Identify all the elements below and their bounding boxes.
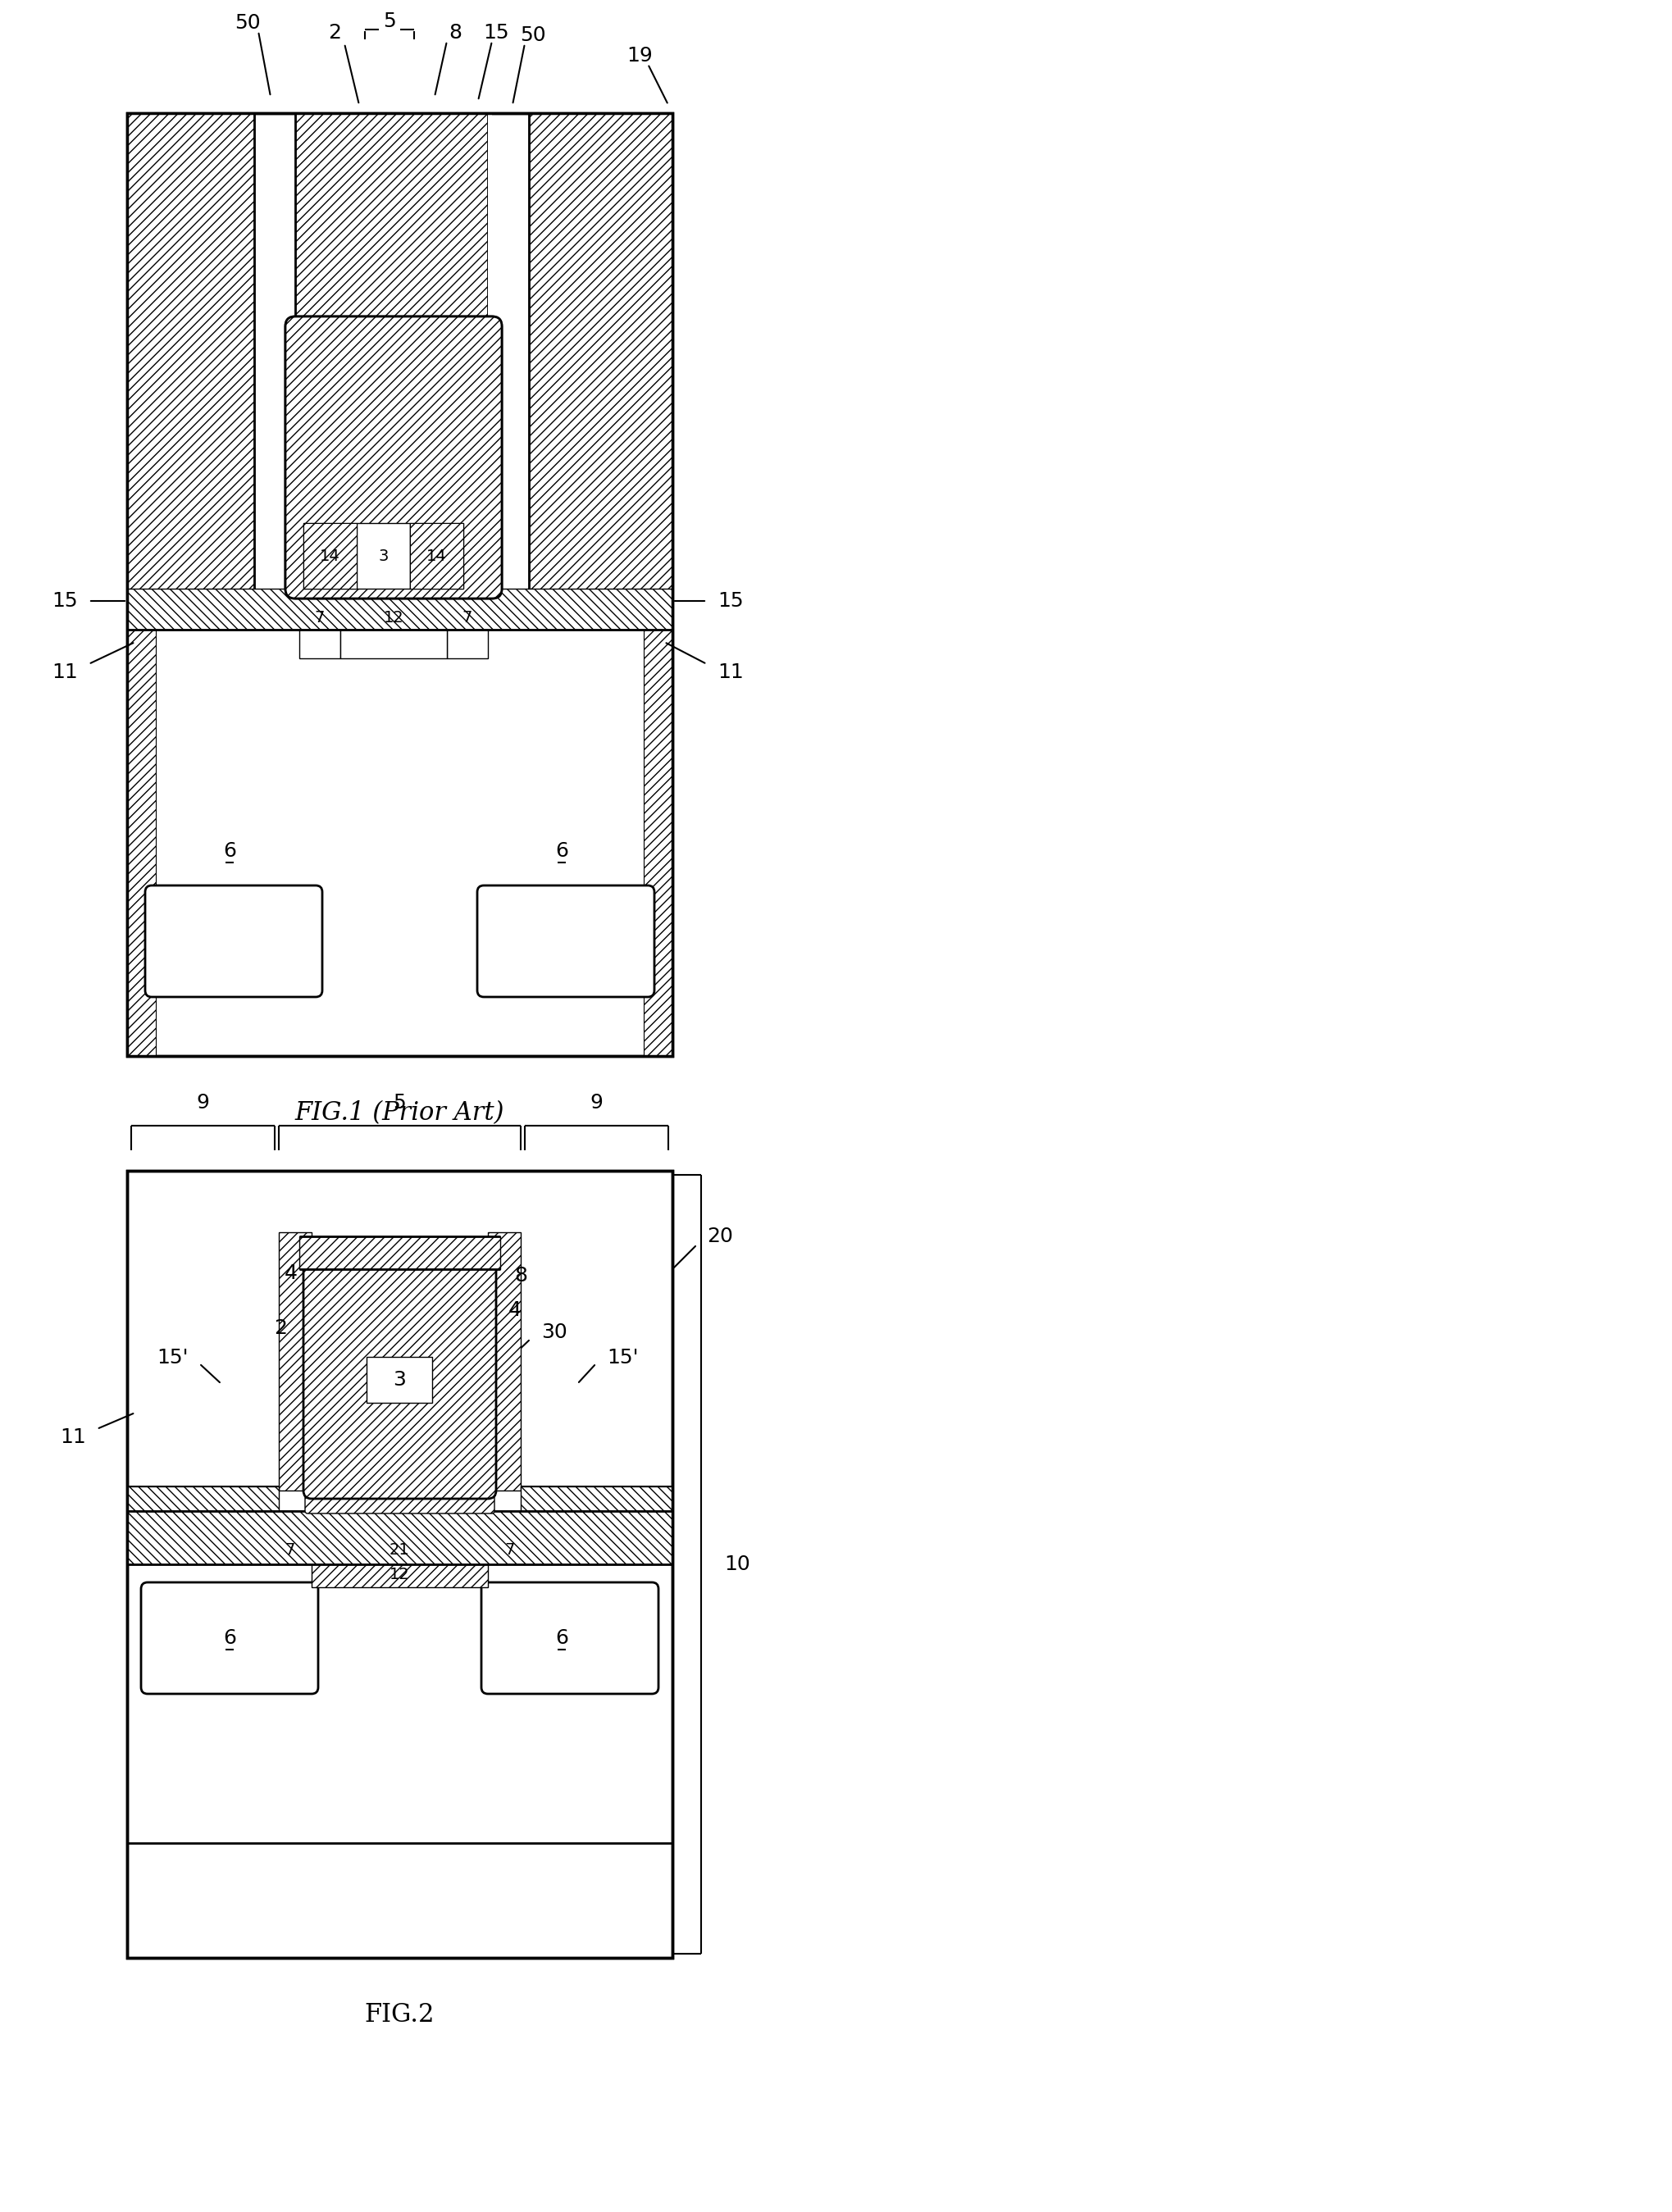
Bar <box>488 1232 520 1491</box>
Bar <box>127 113 672 1055</box>
Text: FIG.1 (Prior Art): FIG.1 (Prior Art) <box>294 1102 503 1126</box>
Text: 4: 4 <box>508 1301 522 1321</box>
Bar <box>410 522 463 588</box>
FancyBboxPatch shape <box>140 1582 318 1694</box>
Bar <box>127 1170 672 1958</box>
Text: 15: 15 <box>483 22 508 42</box>
Bar <box>127 1486 279 1511</box>
Text: 50: 50 <box>520 24 545 44</box>
Text: 6: 6 <box>555 841 568 860</box>
Text: 8: 8 <box>513 1265 527 1285</box>
FancyBboxPatch shape <box>477 885 654 998</box>
Bar <box>303 522 356 588</box>
Bar <box>127 630 155 1055</box>
Text: 3: 3 <box>378 549 388 564</box>
Text: 7: 7 <box>314 611 324 626</box>
FancyBboxPatch shape <box>145 885 323 998</box>
FancyBboxPatch shape <box>286 316 502 599</box>
FancyBboxPatch shape <box>304 1489 495 1513</box>
Text: 50: 50 <box>234 13 261 33</box>
FancyBboxPatch shape <box>303 1261 497 1500</box>
Text: 7: 7 <box>284 1542 294 1557</box>
Text: 12: 12 <box>390 1566 410 1582</box>
Bar <box>299 1237 500 1270</box>
Bar <box>294 113 488 630</box>
Text: 9: 9 <box>590 1093 604 1113</box>
Text: 21: 21 <box>390 1542 410 1557</box>
Text: 10: 10 <box>724 1555 749 1575</box>
Text: 12: 12 <box>383 611 403 626</box>
Text: 9: 9 <box>196 1093 209 1113</box>
Bar <box>488 113 492 588</box>
Bar <box>303 522 356 588</box>
Bar <box>339 630 446 659</box>
Bar <box>127 113 254 630</box>
Text: 5: 5 <box>383 11 396 31</box>
Text: 11: 11 <box>60 1427 85 1447</box>
Bar <box>299 630 339 659</box>
Text: 2: 2 <box>274 1318 288 1338</box>
Text: 6: 6 <box>555 1628 568 1648</box>
Text: 15': 15' <box>607 1347 639 1367</box>
Text: 14: 14 <box>319 549 339 564</box>
Bar <box>446 630 488 659</box>
Bar <box>520 1486 672 1511</box>
Bar <box>311 1564 488 1588</box>
Bar <box>127 113 672 1055</box>
Bar <box>127 1511 672 1564</box>
Text: 20: 20 <box>707 1225 732 1245</box>
Bar <box>644 630 672 1055</box>
Text: 19: 19 <box>627 46 652 66</box>
Text: 15': 15' <box>157 1347 189 1367</box>
Text: 30: 30 <box>542 1323 567 1343</box>
Text: 7: 7 <box>503 1542 515 1557</box>
Text: 5: 5 <box>393 1093 406 1113</box>
Text: 11: 11 <box>717 661 742 681</box>
Bar <box>127 1170 672 1958</box>
Text: 15: 15 <box>717 591 742 611</box>
Text: 7: 7 <box>461 611 472 626</box>
Bar <box>528 113 672 630</box>
Text: 6: 6 <box>222 1628 236 1648</box>
Bar <box>356 522 410 588</box>
Bar <box>127 588 672 630</box>
Text: 15: 15 <box>52 591 79 611</box>
Text: 11: 11 <box>52 661 79 681</box>
Text: FIG.2: FIG.2 <box>364 2002 435 2028</box>
Text: 6: 6 <box>222 841 236 860</box>
FancyBboxPatch shape <box>482 1582 659 1694</box>
Text: 2: 2 <box>328 22 341 42</box>
FancyBboxPatch shape <box>286 316 502 599</box>
Bar <box>366 1356 433 1402</box>
Text: 14: 14 <box>426 549 446 564</box>
Text: 4: 4 <box>284 1263 298 1283</box>
Bar <box>279 1232 311 1491</box>
Bar <box>410 522 463 588</box>
Text: 8: 8 <box>448 22 461 42</box>
Text: 3: 3 <box>393 1369 406 1389</box>
